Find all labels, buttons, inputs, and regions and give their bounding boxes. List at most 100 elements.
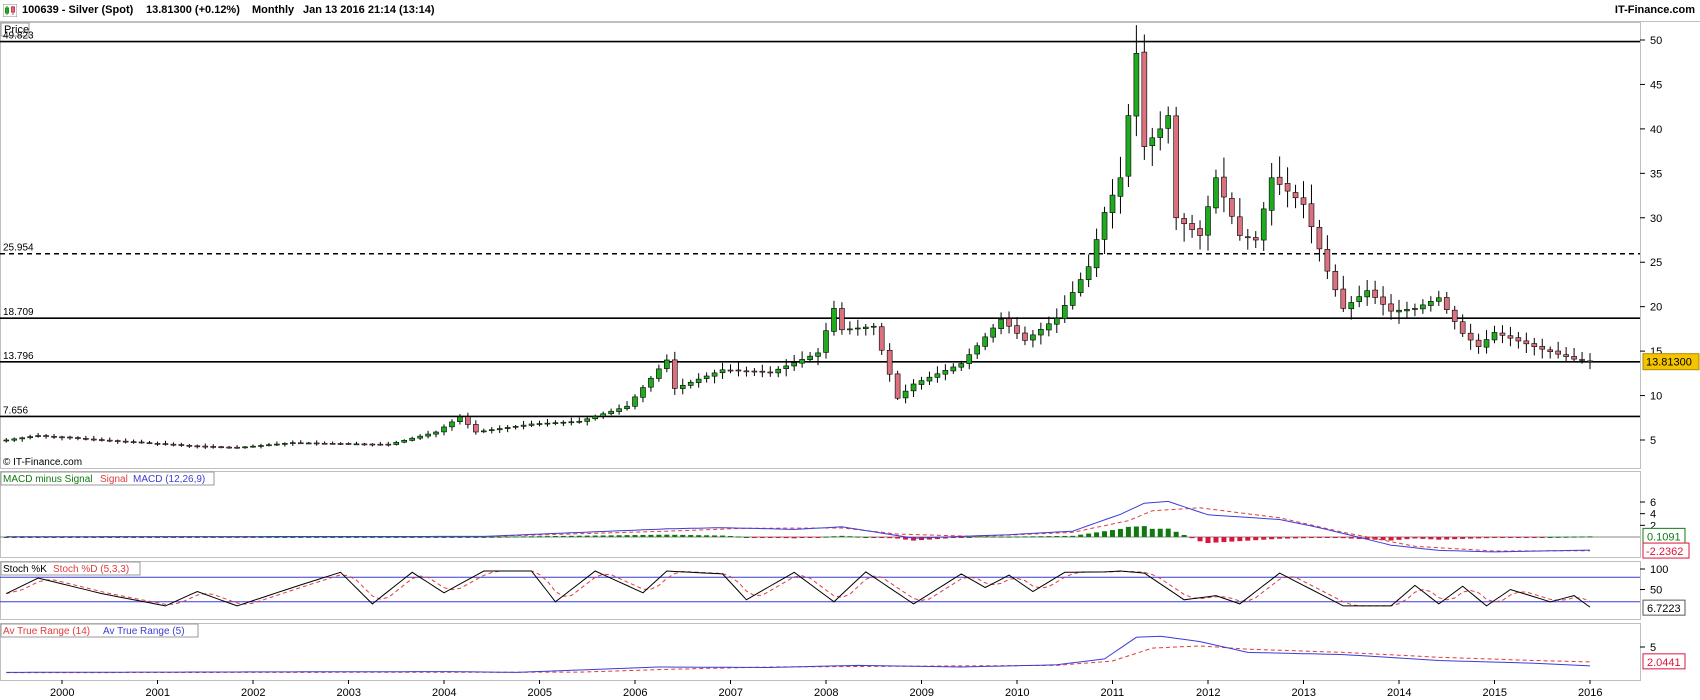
macd-histogram-bar <box>1125 526 1131 537</box>
macd-histogram-bar <box>242 536 248 538</box>
candle-up <box>544 422 551 425</box>
macd-histogram-bar <box>1404 537 1410 540</box>
candle-up <box>250 445 256 448</box>
macd-histogram-bar <box>298 536 304 538</box>
candle-up <box>1483 339 1490 348</box>
price-panel-frame <box>0 22 1641 469</box>
macd-histogram-bar <box>1316 537 1322 538</box>
price-chart[interactable]: Price510152025303540455049.82325.95418.7… <box>0 22 1700 700</box>
candle-down <box>1332 271 1339 291</box>
macd-histogram-bar <box>274 536 280 538</box>
price-axis-label: 5 <box>1650 435 1656 447</box>
candle-up <box>1404 309 1410 312</box>
candle-down <box>1451 309 1458 322</box>
x-axis-label: 2009 <box>910 687 934 699</box>
x-axis-label: 2004 <box>432 687 456 699</box>
candle-up <box>1085 266 1092 280</box>
stoch-k-line <box>6 570 1591 608</box>
macd-histogram-bar <box>170 536 176 538</box>
candle-down <box>1181 218 1187 225</box>
candle-down <box>377 443 384 446</box>
level-label: 25.954 <box>3 243 34 254</box>
candle-down <box>751 370 758 373</box>
candle-up <box>242 446 248 449</box>
candle-down <box>1022 332 1028 341</box>
macd-histogram-bar <box>982 536 988 538</box>
macd-histogram-bar <box>1293 537 1299 539</box>
candle-down <box>337 443 344 445</box>
candle-up <box>19 437 26 440</box>
candle-down <box>886 349 893 375</box>
candle-down <box>1499 332 1506 336</box>
candle-up <box>520 424 527 427</box>
macd-histogram-bar <box>1014 536 1020 538</box>
macd-histogram-bar <box>815 537 821 538</box>
candle-down <box>1523 340 1530 345</box>
macd-histogram-bar <box>632 535 638 537</box>
last-price-change: 13.81300 (+0.12%) <box>146 4 240 16</box>
macd-histogram-bar <box>712 535 718 537</box>
price-axis-label: 20 <box>1650 302 1662 314</box>
macd-histogram-bar <box>537 536 542 538</box>
stoch-value-badge <box>1642 599 1686 616</box>
candle-down <box>1507 335 1514 339</box>
candle-up <box>1348 302 1355 310</box>
macd-histogram-bar <box>1380 537 1386 541</box>
candle-down <box>345 443 352 445</box>
macd-histogram-bar <box>369 536 375 538</box>
macd-histogram-bar <box>950 537 956 538</box>
candle-down <box>67 436 73 439</box>
level-label: 13.796 <box>3 351 34 362</box>
level-label: 18.709 <box>3 307 34 318</box>
candle-up <box>576 421 583 423</box>
candlestick-chart-icon <box>3 4 17 17</box>
candle-up <box>990 327 996 338</box>
candle-down <box>329 443 336 445</box>
level-label: 49.823 <box>3 31 34 42</box>
candle-up <box>799 359 805 364</box>
price-axis-label: 35 <box>1650 168 1662 180</box>
candle-down <box>1555 350 1561 355</box>
macd-histogram <box>3 526 1593 544</box>
candle-down <box>162 443 169 445</box>
macd-histogram-bar <box>775 537 781 538</box>
candle-down <box>369 443 376 446</box>
candle-down <box>385 443 392 446</box>
macd-histogram-bar <box>1133 526 1139 537</box>
atr-legend-box <box>0 623 199 638</box>
macd-histogram-bar <box>449 536 455 538</box>
candle-up <box>496 428 503 431</box>
candle-up <box>1149 137 1156 146</box>
candle-up <box>679 385 686 389</box>
macd-histogram-bar <box>27 536 33 538</box>
macd-histogram-bar <box>409 536 415 538</box>
macd-histogram-bar <box>974 536 980 538</box>
macd-histogram-bar <box>107 536 113 538</box>
candle-up <box>536 423 543 425</box>
macd-histogram-bar <box>1229 537 1235 542</box>
macd-histogram-bar <box>67 536 73 538</box>
macd-histogram-bar <box>958 537 964 538</box>
candle-up <box>695 378 702 383</box>
macd-histogram-bar <box>401 536 407 538</box>
x-axis-label: 2016 <box>1578 687 1602 699</box>
macd-histogram-bar <box>1348 537 1354 539</box>
candle-down <box>465 416 471 425</box>
macd-histogram-bar <box>1277 537 1283 539</box>
candle-up <box>1356 296 1363 302</box>
candle-up <box>1364 290 1370 298</box>
candle-up <box>1428 301 1434 306</box>
macd-histogram-bar <box>1269 537 1275 540</box>
candle-down <box>98 439 105 441</box>
macd-histogram-bar <box>1253 537 1259 541</box>
atr-axis-label: 5 <box>1650 642 1656 654</box>
candle-down <box>1244 236 1251 239</box>
macd-histogram-bar <box>521 536 527 538</box>
macd-histogram-bar <box>1070 535 1076 537</box>
macd-histogram-bar <box>704 535 710 537</box>
candle-up <box>584 418 591 422</box>
macd-histogram-bar <box>266 536 272 538</box>
macd-histogram-bar <box>807 537 813 538</box>
macd-histogram-bar <box>743 537 749 538</box>
macd-histogram-bar <box>1388 537 1394 541</box>
